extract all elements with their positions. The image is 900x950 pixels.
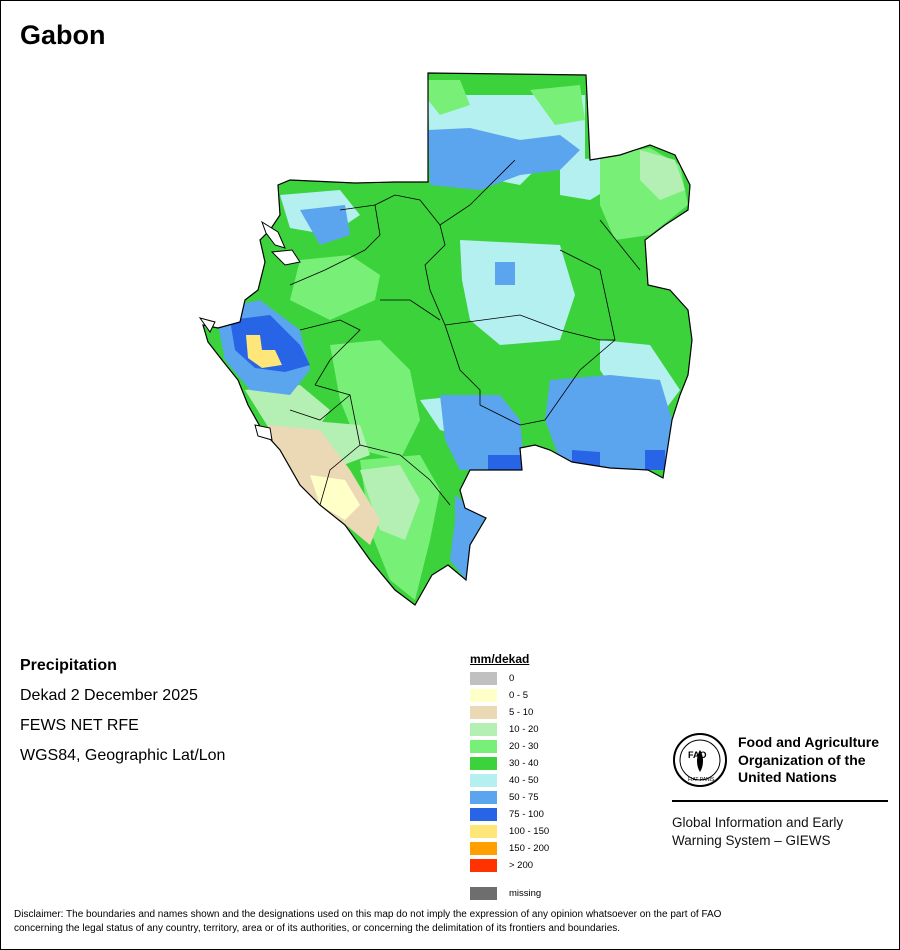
- fao-logo-motto: FIAT PANIS: [688, 777, 715, 783]
- legend-label: 0 - 5: [509, 690, 529, 701]
- legend-item: 40 - 50: [470, 772, 549, 789]
- legend-item: 0: [470, 670, 549, 687]
- disclaimer: Disclaimer: The boundaries and names sho…: [14, 908, 888, 936]
- legend-swatch: [470, 757, 497, 770]
- coastal-islands: [198, 220, 301, 441]
- legend-swatch: [470, 808, 497, 821]
- legend-item: 5 - 10: [470, 704, 549, 721]
- precipitation-map: [198, 72, 693, 606]
- legend: mm/dekad 0 0 - 5 5 - 10 10 - 20 20 - 30 30 - …: [470, 652, 549, 902]
- giews-line: Warning System – GIEWS: [672, 833, 831, 848]
- disclaimer-line: concerning the legal status of any count…: [14, 923, 621, 934]
- map-title: Gabon: [20, 20, 106, 50]
- legend-label: 40 - 50: [509, 775, 539, 786]
- projection-label: WGS84, Geographic Lat/Lon: [20, 747, 226, 764]
- legend-swatch: [470, 825, 497, 838]
- legend-label: 150 - 200: [509, 843, 550, 854]
- giews-line: Global Information and Early: [672, 815, 844, 830]
- legend-title: mm/dekad: [470, 652, 530, 666]
- fao-name-line: Food and Agriculture: [738, 734, 880, 750]
- legend-swatch: [470, 887, 497, 900]
- fao-name-line: United Nations: [738, 769, 837, 785]
- legend-swatch: [470, 859, 497, 872]
- legend-item: 20 - 30: [470, 738, 549, 755]
- legend-label: 50 - 75: [509, 792, 539, 803]
- fao-logo-letters: FAO: [688, 750, 707, 760]
- legend-swatch: [470, 842, 497, 855]
- legend-item-missing: missing: [470, 885, 549, 902]
- legend-label: missing: [509, 888, 542, 899]
- disclaimer-line: Disclaimer: The boundaries and names sho…: [14, 909, 722, 920]
- legend-item: 0 - 5: [470, 687, 549, 704]
- giews-name: Global Information and Early Warning Sys…: [672, 814, 892, 850]
- legend-label: 0: [509, 673, 515, 684]
- legend-item: 150 - 200: [470, 840, 549, 857]
- legend-swatch: [470, 689, 497, 702]
- legend-item: 50 - 75: [470, 789, 549, 806]
- map-info: Precipitation Dekad 2 December 2025 FEWS…: [20, 656, 225, 776]
- legend-label: 20 - 30: [509, 741, 539, 752]
- legend-label: 100 - 150: [509, 826, 550, 837]
- legend-label: 5 - 10: [509, 707, 534, 718]
- legend-label: > 200: [509, 860, 534, 871]
- fao-logo: FAO FIAT PANIS: [673, 733, 727, 787]
- fao-name-line: Organization of the: [738, 751, 866, 768]
- legend-label: 10 - 20: [509, 724, 539, 735]
- province-boundaries: [289, 159, 641, 506]
- legend-label: 30 - 40: [509, 758, 539, 769]
- source-label: FEWS NET RFE: [20, 717, 139, 734]
- legend-swatch: [470, 774, 497, 787]
- legend-item: 10 - 20: [470, 721, 549, 738]
- variable-label: Precipitation: [20, 657, 117, 674]
- legend-item: 100 - 150: [470, 823, 549, 840]
- legend-item: > 200: [470, 857, 549, 874]
- legend-label: 75 - 100: [509, 809, 544, 820]
- fao-name: Food and Agriculture Organization of the…: [738, 734, 898, 787]
- legend-swatch: [470, 791, 497, 804]
- legend-swatch: [470, 672, 497, 685]
- legend-swatch: [470, 723, 497, 736]
- legend-swatch: [470, 740, 497, 753]
- period-label: Dekad 2 December 2025: [20, 687, 198, 704]
- legend-item: 75 - 100: [470, 806, 549, 823]
- legend-swatch: [470, 706, 497, 719]
- divider: [672, 800, 888, 802]
- legend-item: 30 - 40: [470, 755, 549, 772]
